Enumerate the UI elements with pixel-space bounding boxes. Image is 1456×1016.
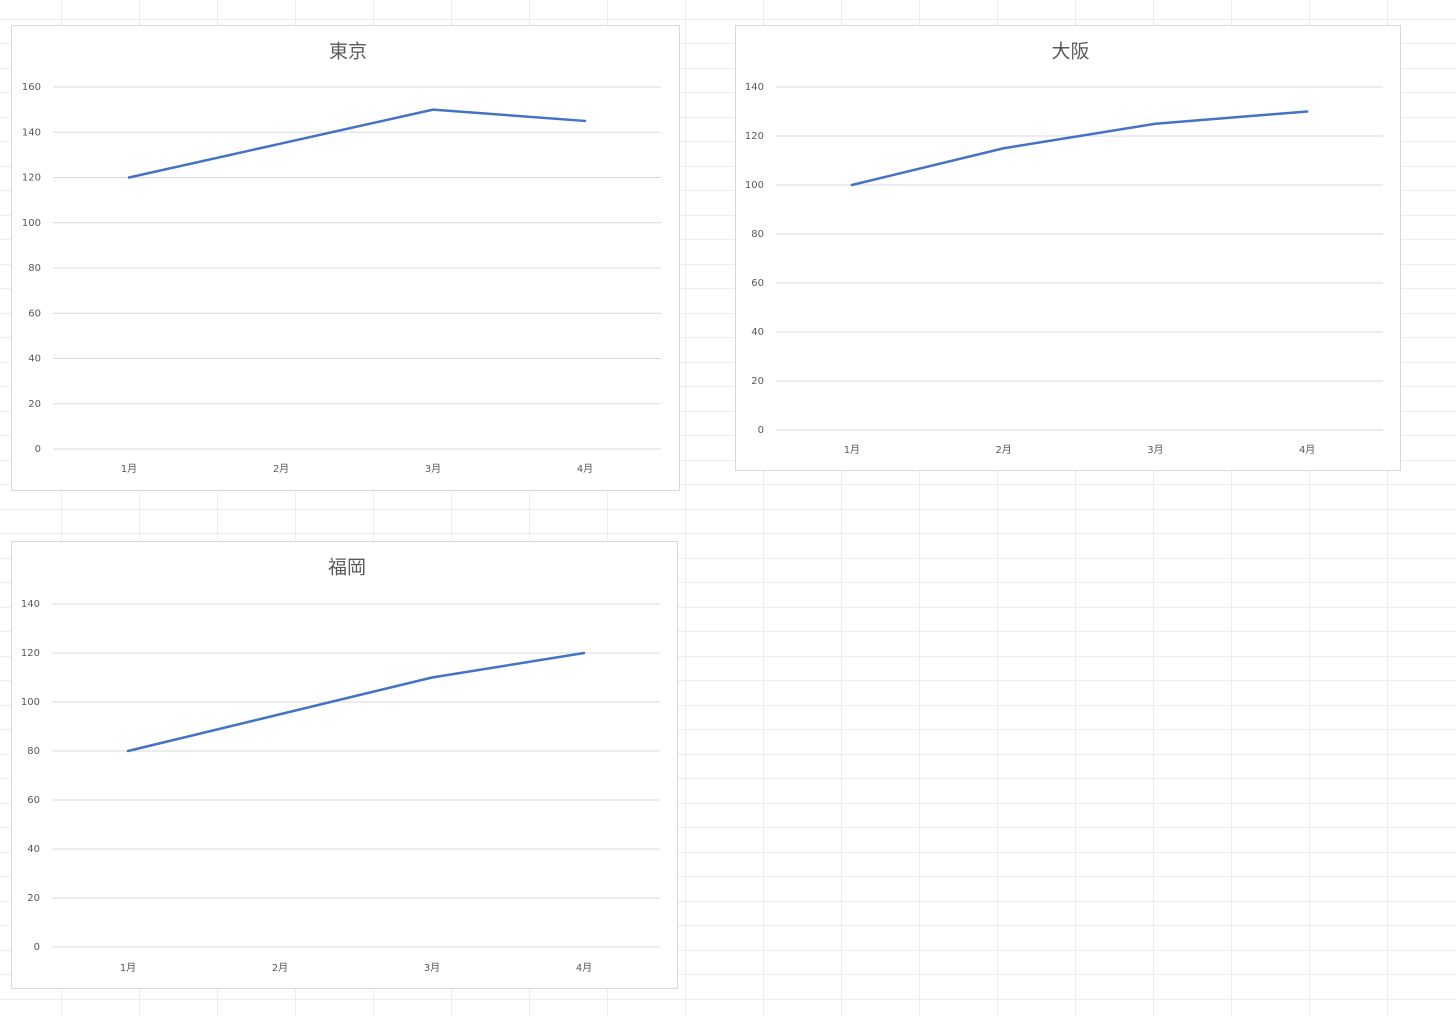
y-tick-label: 80 xyxy=(28,263,41,274)
x-tick-label: 3月 xyxy=(425,463,441,475)
y-tick-label: 40 xyxy=(751,327,764,338)
y-tick-label: 120 xyxy=(21,648,40,659)
data-line xyxy=(126,651,586,753)
x-tick-label: 1月 xyxy=(121,463,137,475)
y-tick-label: 20 xyxy=(751,376,764,387)
x-tick-label: 4月 xyxy=(1299,444,1315,456)
chart-area xyxy=(735,25,1401,471)
chart-area xyxy=(11,25,680,491)
x-tick-label: 4月 xyxy=(576,962,592,974)
chart-title: 福岡 xyxy=(328,557,366,579)
y-tick-label: 0 xyxy=(34,942,40,953)
y-tick-label: 60 xyxy=(28,308,41,319)
x-tick-label: 2月 xyxy=(995,444,1011,456)
y-tick-label: 120 xyxy=(745,131,764,142)
x-tick-label: 1月 xyxy=(844,444,860,456)
chart-title: 大阪 xyxy=(1051,41,1089,63)
y-tick-label: 0 xyxy=(758,425,764,436)
x-tick-label: 3月 xyxy=(424,962,440,974)
x-tick-label: 2月 xyxy=(272,962,288,974)
y-tick-label: 140 xyxy=(22,127,41,138)
y-tick-label: 40 xyxy=(27,844,40,855)
y-tick-label: 60 xyxy=(27,795,40,806)
chart: 福岡 0 20 40 60 80 100 120 140 1月 2月 3月 4月 xyxy=(11,541,678,989)
y-tick-label: 60 xyxy=(751,278,764,289)
y-tick-label: 100 xyxy=(22,218,41,229)
y-tick-label: 100 xyxy=(745,180,764,191)
chart: 大阪 0 20 40 60 80 100 120 140 1月 2月 3月 4月 xyxy=(735,25,1401,471)
y-tick-label: 0 xyxy=(35,444,41,455)
data-line xyxy=(850,110,1309,187)
x-tick-label: 2月 xyxy=(273,463,289,475)
y-tick-label: 160 xyxy=(22,82,41,93)
y-tick-label: 100 xyxy=(21,697,40,708)
x-tick-label: 3月 xyxy=(1147,444,1163,456)
chart-title: 東京 xyxy=(329,41,367,63)
y-tick-label: 120 xyxy=(22,173,41,184)
y-tick-label: 80 xyxy=(751,229,764,240)
chart: 東京 0 20 40 60 80 100 120 140 160 1月 2月 3月 4月 xyxy=(11,25,680,491)
y-tick-label: 140 xyxy=(21,599,40,610)
x-tick-label: 4月 xyxy=(577,463,593,475)
y-tick-label: 20 xyxy=(28,399,41,410)
y-tick-label: 140 xyxy=(745,82,764,93)
data-line xyxy=(127,108,587,179)
y-tick-label: 20 xyxy=(27,893,40,904)
x-tick-label: 1月 xyxy=(120,962,136,974)
y-tick-label: 80 xyxy=(27,746,40,757)
chart-area xyxy=(11,541,678,989)
y-tick-label: 40 xyxy=(28,354,41,365)
